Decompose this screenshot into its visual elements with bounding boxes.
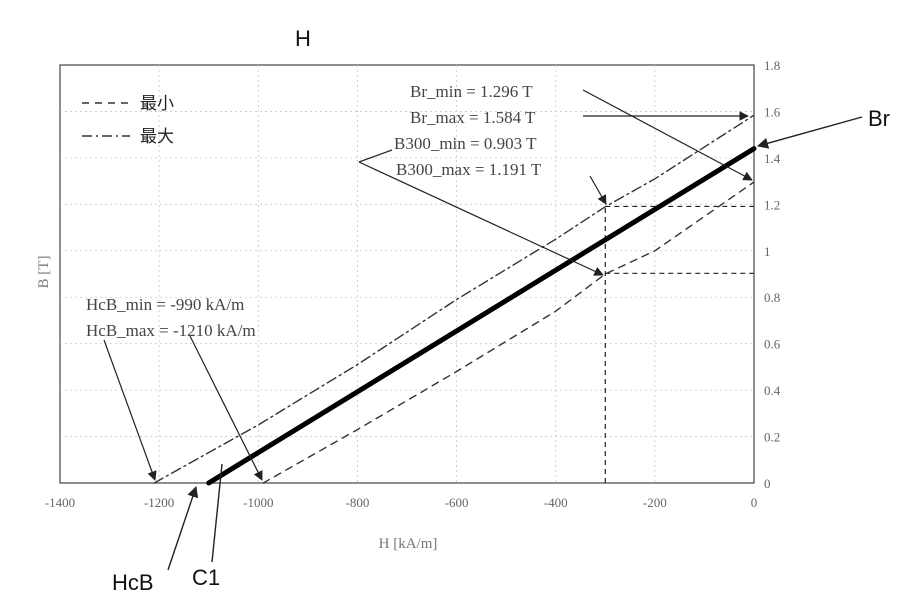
x-tick-label-0: -1400 <box>45 495 75 510</box>
x-tick-label-7: 0 <box>751 495 758 510</box>
annotation-b300-max: B300_max = 1.191 T <box>396 160 542 179</box>
callout-c1: C1 <box>192 565 220 590</box>
reference-lines <box>604 205 754 483</box>
plot-area <box>59 64 755 484</box>
callout-hcb-arrow <box>167 485 199 571</box>
x-tick-label-1: -1200 <box>144 495 174 510</box>
y-tick-labels: 0 0.2 0.4 0.6 0.8 1 1.2 1.4 1.6 1.8 <box>764 58 781 491</box>
arrow-b300-min <box>358 149 393 163</box>
y-tick-label-0: 0 <box>764 476 771 491</box>
annotation-b300-min: B300_min = 0.903 T <box>394 134 537 153</box>
series-line-0 <box>262 181 755 484</box>
legend-label-max: 最大 <box>140 127 174 147</box>
annotation-br-max: Br_max = 1.584 T <box>410 108 536 127</box>
y-tick-label-3: 0.6 <box>764 337 781 352</box>
y-tick-label-1: 0.2 <box>764 430 780 445</box>
x-tick-label-5: -400 <box>544 495 568 510</box>
grid-lines <box>60 65 754 483</box>
legend-label-min: 最小 <box>140 94 174 114</box>
arrow-br-min <box>582 89 753 181</box>
legend: 最小 最大 <box>82 94 174 147</box>
x-tick-labels: -1400 -1200 -1000 -800 -600 -400 -200 0 <box>45 495 757 510</box>
y-tick-label-7: 1.4 <box>764 151 781 166</box>
arrow-hcb-min <box>103 339 157 481</box>
annotation-hcb-min: HcB_min = -990 kA/m <box>86 295 244 314</box>
y-tick-label-5: 1 <box>764 244 771 259</box>
y-tick-label-9: 1.8 <box>764 58 780 73</box>
arrow-hcb-max <box>189 335 263 481</box>
callout-hcb: HcB <box>112 570 154 595</box>
arrow-b300-min-head <box>358 161 604 276</box>
x-tick-label-6: -200 <box>643 495 667 510</box>
annotation-arrows <box>103 89 753 481</box>
arrow-b300-max <box>589 175 607 205</box>
y-tick-label-8: 1.6 <box>764 104 781 119</box>
callout-br-arrow <box>756 116 863 149</box>
y-tick-label-6: 1.2 <box>764 197 780 212</box>
x-tick-label-2: -1000 <box>243 495 273 510</box>
x-tick-label-3: -800 <box>346 495 370 510</box>
annotation-hcb-max: HcB_max = -1210 kA/m <box>86 321 256 340</box>
annotation-br-min: Br_min = 1.296 T <box>410 82 533 101</box>
callout-br: Br <box>868 106 890 131</box>
x-tick-label-4: -600 <box>445 495 469 510</box>
x-axis-label: H [kA/m] <box>379 536 438 552</box>
y-axis-label: B [T] <box>36 256 52 289</box>
chart-title: H <box>295 26 311 51</box>
series-line-2 <box>206 146 757 486</box>
series-lines <box>153 114 757 486</box>
series-line-1 <box>153 114 755 484</box>
callout-c1-line <box>211 463 223 563</box>
y-tick-label-2: 0.4 <box>764 383 781 398</box>
y-tick-label-4: 0.8 <box>764 290 780 305</box>
